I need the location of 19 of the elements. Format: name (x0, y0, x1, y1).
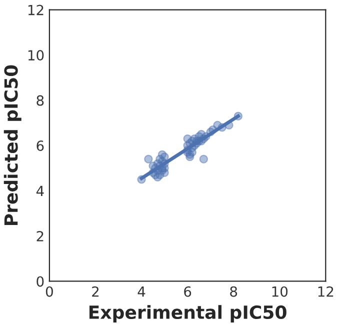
x-tick-label: 8 (230, 286, 238, 297)
x-tick-label: 10 (272, 286, 288, 297)
y-tick-label: 10 (28, 50, 44, 61)
x-tick-label: 2 (92, 286, 99, 297)
x-tick-label: 4 (138, 286, 146, 297)
y-tick-label: 12 (28, 4, 44, 16)
y-tick-label: 0 (36, 276, 44, 287)
point (144, 154, 153, 164)
y-tick-label: 8 (36, 95, 44, 106)
y-tick-label: 4 (36, 186, 44, 196)
y-axis-title: Predicted pIC50 (4, 65, 22, 226)
x-tick-label: 0 (46, 286, 53, 297)
y-tick-label: 2 (36, 230, 44, 242)
point (153, 172, 162, 182)
y-tick-label: 6 (36, 140, 44, 151)
x-tick-label: 6 (184, 286, 192, 297)
x-tick-label: 12 (318, 286, 334, 297)
point (199, 154, 208, 164)
x-axis-title: Experimental pIC50 (89, 305, 286, 323)
